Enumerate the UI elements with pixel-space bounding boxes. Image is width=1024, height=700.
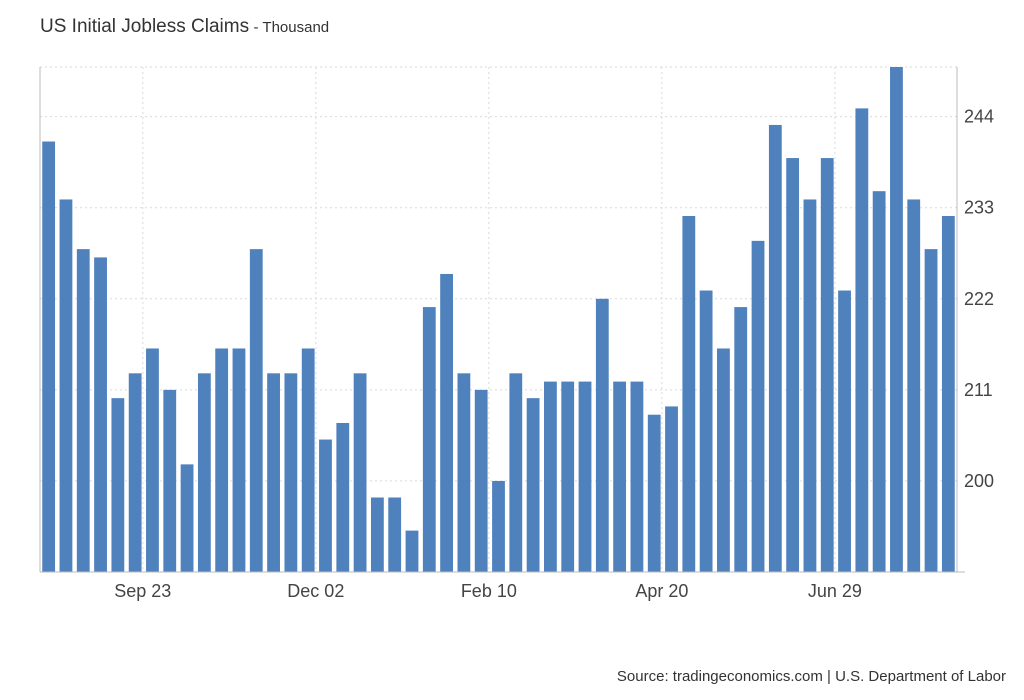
bar bbox=[284, 373, 298, 572]
y-tick-label: 200 bbox=[964, 471, 994, 491]
bar bbox=[595, 298, 609, 572]
bar bbox=[301, 348, 315, 572]
bar bbox=[924, 249, 938, 572]
bar bbox=[336, 422, 350, 572]
bar bbox=[717, 348, 730, 572]
bar bbox=[803, 199, 817, 572]
bar bbox=[526, 398, 540, 572]
bar bbox=[613, 381, 627, 572]
y-tick-label: 211 bbox=[964, 380, 993, 400]
chart-title: US Initial Jobless Claims bbox=[40, 16, 250, 37]
bar bbox=[42, 141, 56, 573]
bar bbox=[474, 389, 488, 572]
bar bbox=[146, 348, 159, 572]
bar bbox=[94, 257, 107, 572]
chart-title-block: US Initial Jobless Claims - Thousand bbox=[40, 16, 329, 38]
bar bbox=[561, 381, 575, 572]
x-tick-label: Apr 20 bbox=[635, 581, 688, 601]
bar bbox=[128, 373, 142, 572]
bar bbox=[59, 199, 73, 572]
bar bbox=[267, 373, 280, 572]
bar bbox=[786, 158, 800, 573]
bar bbox=[197, 373, 211, 572]
x-tick-label: Sep 23 bbox=[114, 581, 171, 601]
bar bbox=[405, 530, 419, 572]
bar bbox=[578, 381, 592, 572]
bar bbox=[249, 249, 263, 572]
bar bbox=[319, 439, 332, 572]
bar bbox=[440, 273, 453, 572]
bar bbox=[907, 199, 921, 572]
bar bbox=[768, 124, 782, 573]
bar bbox=[457, 373, 471, 572]
source-attribution: Source: tradingeconomics.com | U.S. Depa… bbox=[616, 668, 1006, 685]
x-tick-label: Feb 10 bbox=[461, 581, 517, 601]
bar bbox=[422, 307, 436, 572]
bar bbox=[544, 381, 557, 572]
x-tick-label: Jun 29 bbox=[808, 581, 862, 601]
bar bbox=[647, 414, 661, 572]
bar bbox=[492, 480, 505, 572]
bar bbox=[76, 249, 90, 572]
bar bbox=[665, 406, 678, 572]
bar bbox=[890, 67, 903, 572]
bar bbox=[682, 216, 696, 572]
bar bbox=[388, 497, 402, 572]
bar bbox=[180, 464, 194, 572]
bar bbox=[751, 240, 765, 572]
bar bbox=[820, 158, 834, 573]
bar bbox=[699, 290, 713, 572]
bar bbox=[163, 389, 177, 572]
bar bbox=[370, 497, 384, 572]
bar bbox=[353, 373, 367, 572]
x-tick-label: Dec 02 bbox=[287, 581, 344, 601]
bar bbox=[215, 348, 229, 572]
bar bbox=[734, 307, 748, 572]
bar bbox=[232, 348, 246, 572]
bar bbox=[111, 398, 125, 572]
y-tick-label: 222 bbox=[964, 289, 994, 309]
bar bbox=[855, 108, 869, 573]
bar bbox=[941, 216, 955, 572]
bar bbox=[509, 373, 523, 572]
bar bbox=[872, 191, 886, 572]
bar bbox=[630, 381, 644, 572]
y-tick-label: 233 bbox=[964, 198, 994, 218]
chart-subtitle: - Thousand bbox=[253, 19, 330, 36]
bar bbox=[838, 290, 851, 572]
y-tick-label: 244 bbox=[964, 107, 994, 127]
